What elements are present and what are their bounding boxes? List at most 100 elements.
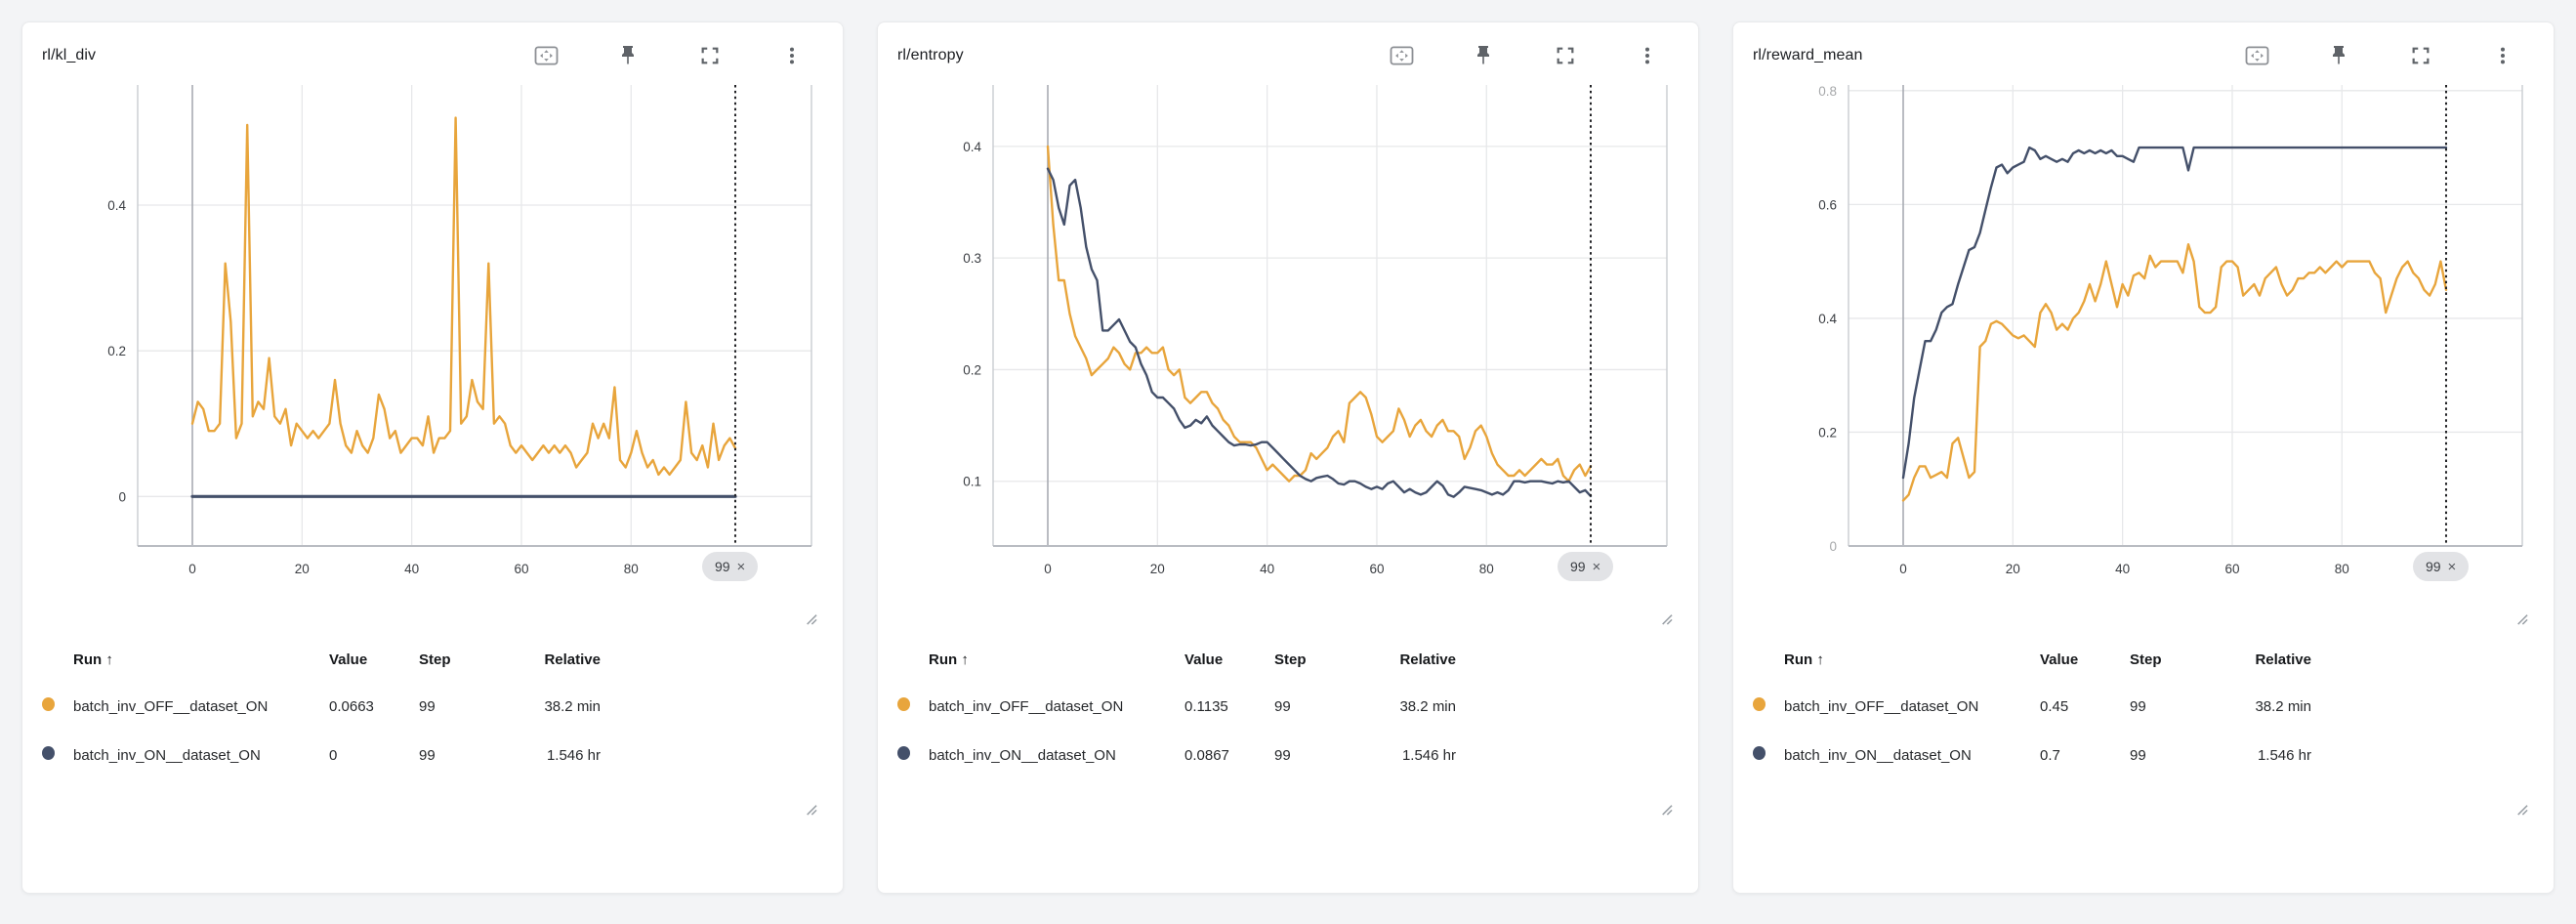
legend-step: 99 [2130, 697, 2146, 715]
legend-value-header[interactable]: Value [2040, 651, 2079, 668]
legend-step-header[interactable]: Step [419, 651, 451, 668]
legend-value-header[interactable]: Value [1184, 651, 1224, 668]
chart-area[interactable]: 0 0.2 0.4 0 20 40 60 80 99 × [42, 79, 817, 625]
x-tick-label: 40 [2115, 562, 2130, 576]
clear-step-icon[interactable]: × [736, 558, 746, 575]
legend-relative: 38.2 min [2255, 697, 2311, 715]
run-color-dot [1753, 746, 1766, 760]
kebab-menu-icon[interactable] [2489, 42, 2516, 69]
legend-run-name[interactable]: batch_inv_ON__dataset_ON [1784, 746, 1972, 764]
fullscreen-icon[interactable] [1552, 42, 1579, 69]
legend-table: Run ↑ Value Step Relative batch_inv_OFF_… [897, 640, 1460, 779]
y-tick-label: 0 [1829, 539, 1837, 554]
series-line [190, 116, 737, 477]
legend-run-name[interactable]: batch_inv_ON__dataset_ON [929, 746, 1116, 764]
legend-step-header[interactable]: Step [1274, 651, 1307, 668]
legend-run-name[interactable]: batch_inv_OFF__dataset_ON [1784, 697, 1979, 715]
legend-run-header[interactable]: Run ↑ [929, 651, 969, 668]
x-tick-label: 0 [1899, 562, 1907, 576]
pin-icon[interactable] [614, 42, 642, 69]
step-marker-badge[interactable]: 99 × [701, 552, 759, 581]
kebab-menu-icon[interactable] [778, 42, 806, 69]
panel-header: rl/entropy [878, 22, 1698, 75]
step-marker-badge[interactable]: 99 × [2412, 552, 2470, 581]
x-tick-label: 20 [1150, 562, 1165, 576]
panel-resize-handle[interactable] [2514, 801, 2528, 820]
x-tick-label: 60 [1369, 562, 1384, 576]
legend-row[interactable]: batch_inv_ON__dataset_ON 0.7 99 1.546 hr [1753, 731, 2315, 779]
chart-resize-handle[interactable] [1658, 610, 1673, 630]
legend-relative: 1.546 hr [546, 746, 601, 764]
pin-icon[interactable] [2325, 42, 2352, 69]
run-color-cell [897, 682, 929, 731]
legend-relative-header[interactable]: Relative [2255, 651, 2311, 668]
legend-table: Run ↑ Value Step Relative batch_inv_OFF_… [42, 640, 604, 779]
y-tick-label: 0.4 [1818, 312, 1837, 326]
pan-zoom-icon[interactable] [1388, 42, 1415, 69]
clear-step-icon[interactable]: × [1592, 558, 1601, 575]
x-tick-label: 0 [1044, 562, 1052, 576]
legend-body: batch_inv_OFF__dataset_ON 0.1135 99 38.2 mi… [897, 682, 1460, 779]
legend-step: 99 [419, 746, 436, 764]
panel-actions [2243, 42, 2516, 69]
legend-run-name[interactable]: batch_inv_ON__dataset_ON [73, 746, 261, 764]
legend-relative: 38.2 min [1399, 697, 1456, 715]
run-color-cell [1753, 682, 1784, 731]
step-marker-value: 99 [1569, 559, 1586, 574]
line-chart: 0 0.2 0.4 0.6 0.8 0 20 40 60 80 [1818, 84, 2523, 576]
legend-step: 99 [2130, 746, 2146, 764]
legend-value: 0.45 [2040, 697, 2069, 715]
kebab-menu-icon[interactable] [1634, 42, 1661, 69]
run-color-cell [1753, 731, 1784, 779]
x-tick-label: 20 [2006, 562, 2020, 576]
run-color-cell [42, 682, 73, 731]
y-tick-label: 0.2 [1818, 425, 1837, 440]
pin-icon[interactable] [1470, 42, 1497, 69]
legend-relative-header[interactable]: Relative [1399, 651, 1456, 668]
step-marker-value: 99 [2425, 559, 2441, 574]
legend-row[interactable]: batch_inv_ON__dataset_ON 0 99 1.546 hr [42, 731, 604, 779]
legend-step-header[interactable]: Step [2130, 651, 2162, 668]
pan-zoom-icon[interactable] [2243, 42, 2270, 69]
legend-dot-header [1753, 640, 1784, 682]
legend-run-header[interactable]: Run ↑ [1784, 651, 1824, 668]
series-line [1046, 167, 1593, 498]
fullscreen-icon[interactable] [696, 42, 724, 69]
y-tick-label: 0.2 [963, 362, 981, 377]
run-color-cell [897, 731, 929, 779]
panel-title: rl/reward_mean [1753, 47, 1863, 63]
chart-resize-handle[interactable] [803, 610, 817, 630]
chart-resize-handle[interactable] [2514, 610, 2528, 630]
x-tick-label: 20 [295, 562, 310, 576]
legend-relative-header[interactable]: Relative [544, 651, 601, 668]
panel-resize-handle[interactable] [1658, 801, 1673, 820]
fullscreen-icon[interactable] [2407, 42, 2434, 69]
x-tick-label: 0 [188, 562, 196, 576]
legend-value-header[interactable]: Value [329, 651, 368, 668]
y-tick-label: 0.3 [963, 251, 981, 266]
step-marker-badge[interactable]: 99 × [1557, 552, 1614, 581]
pan-zoom-icon[interactable] [532, 42, 560, 69]
legend-run-header[interactable]: Run ↑ [73, 651, 113, 668]
legend-table: Run ↑ Value Step Relative batch_inv_OFF_… [1753, 640, 2315, 779]
panel-resize-handle[interactable] [803, 801, 817, 820]
legend-row[interactable]: batch_inv_OFF__dataset_ON 0.1135 99 38.2 mi… [897, 682, 1460, 731]
clear-step-icon[interactable]: × [2447, 558, 2457, 575]
legend-run-name[interactable]: batch_inv_OFF__dataset_ON [73, 697, 269, 715]
chart-area[interactable]: 0.1 0.2 0.3 0.4 0 20 40 60 80 99 × [897, 79, 1673, 625]
legend-relative: 1.546 hr [2257, 746, 2311, 764]
legend-row[interactable]: batch_inv_OFF__dataset_ON 0.45 99 38.2 min [1753, 682, 2315, 731]
legend-row[interactable]: batch_inv_OFF__dataset_ON 0.0663 99 38.2 mi… [42, 682, 604, 731]
legend-relative: 38.2 min [544, 697, 601, 715]
x-tick-label: 40 [1260, 562, 1274, 576]
x-tick-label: 60 [2224, 562, 2239, 576]
legend-step: 99 [1274, 697, 1291, 715]
legend-row[interactable]: batch_inv_ON__dataset_ON 0.0867 99 1.546 hr [897, 731, 1460, 779]
run-color-dot [897, 697, 910, 711]
legend-run-name[interactable]: batch_inv_OFF__dataset_ON [929, 697, 1124, 715]
step-marker-value: 99 [714, 559, 730, 574]
y-tick-label: 0.4 [963, 140, 981, 154]
chart-area[interactable]: 0 0.2 0.4 0.6 0.8 0 20 40 60 80 99 × [1753, 79, 2528, 625]
legend-body: batch_inv_OFF__dataset_ON 0.0663 99 38.2 mi… [42, 682, 604, 779]
